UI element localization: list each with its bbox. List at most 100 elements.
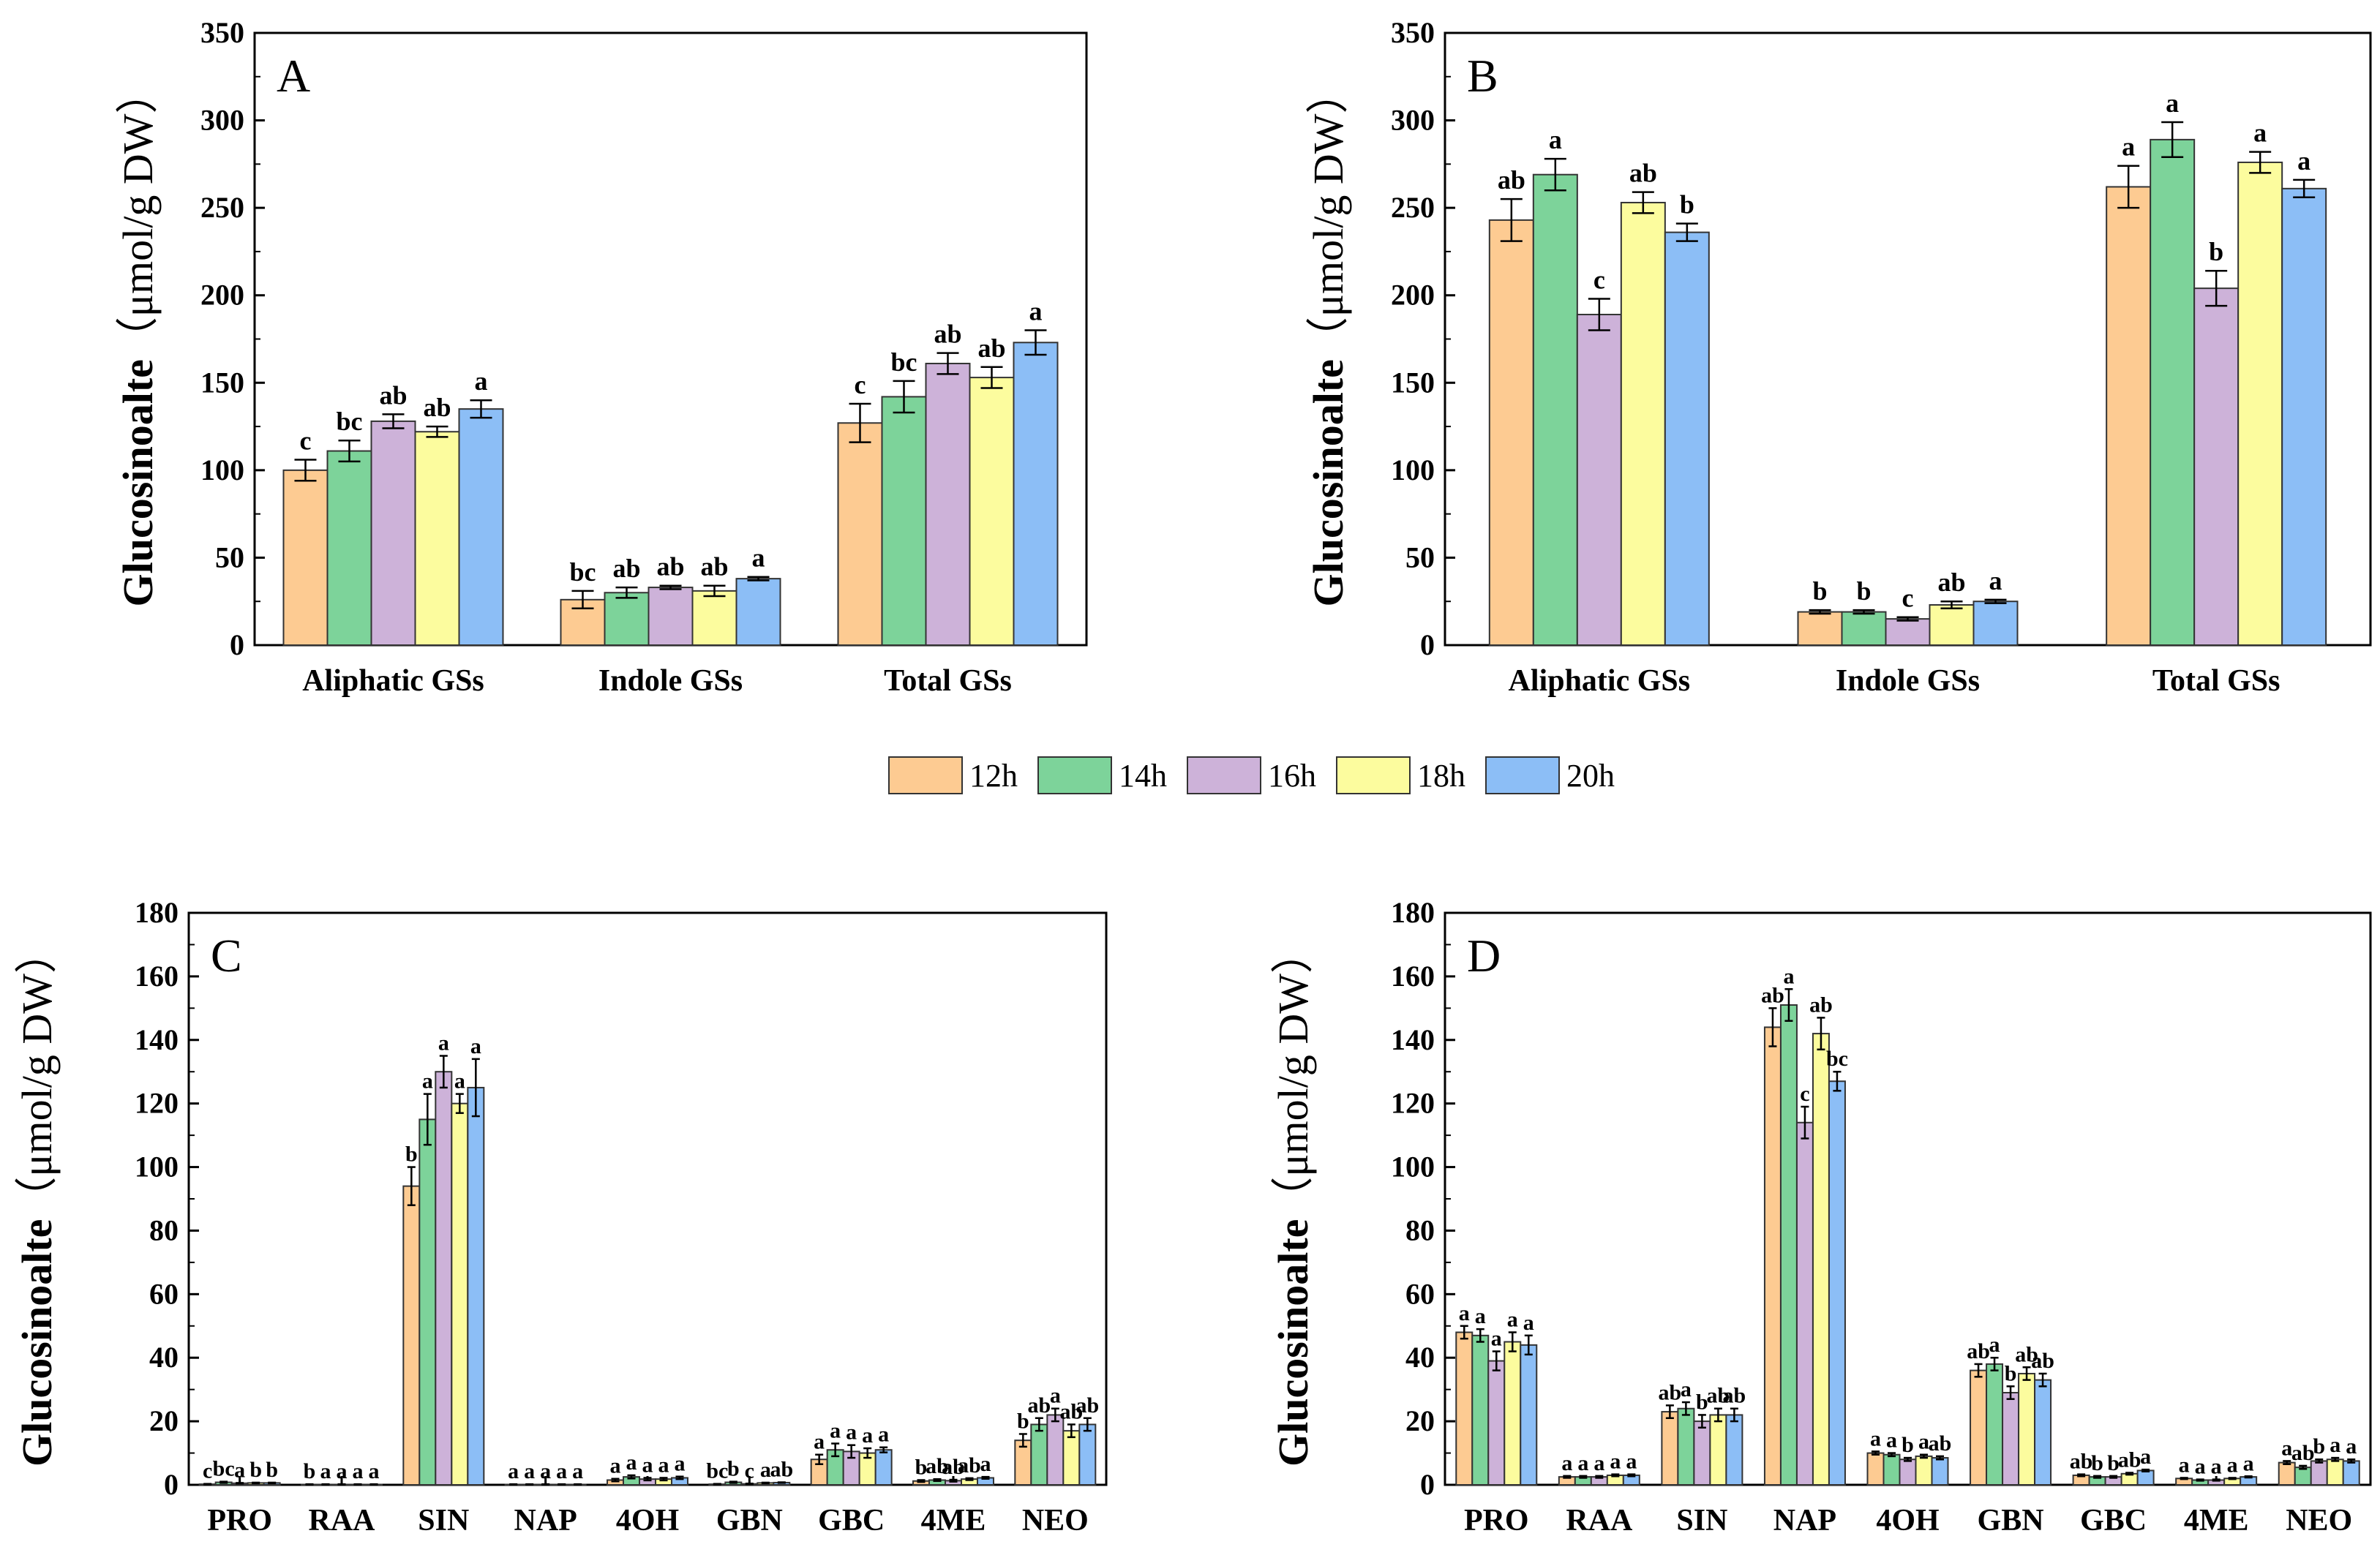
significance-letter: a	[878, 1423, 889, 1447]
legend-label: 12h	[969, 758, 1018, 794]
significance-letter: ab	[770, 1458, 793, 1482]
bar	[2310, 1460, 2328, 1486]
bar	[2150, 138, 2196, 646]
significance-letter: ab	[2015, 1342, 2038, 1366]
significance-letter: ab	[926, 1454, 949, 1478]
y-axis-label: Glucosinoalte（μmol/g DW）	[13, 931, 61, 1467]
significance-letter: ab	[1967, 1339, 1990, 1363]
y-tick-label: 100	[1391, 1151, 1435, 1183]
significance-letter: a	[2122, 132, 2135, 162]
y-tick-label: 160	[135, 960, 179, 993]
x-tick-label: NEO	[2286, 1504, 2352, 1537]
y-tick-label: 100	[135, 1151, 179, 1183]
y-tick-label: 60	[149, 1277, 179, 1310]
x-tick-label: 4OH	[1876, 1504, 1939, 1537]
legend-label: 20h	[1566, 758, 1615, 794]
y-tick-label: 100	[1391, 453, 1435, 486]
significance-letter: a	[475, 366, 488, 396]
significance-letter: ab	[1937, 568, 1965, 597]
significance-letter: a	[1561, 1451, 1572, 1475]
bar	[604, 592, 650, 646]
panel-letter: C	[211, 930, 242, 982]
y-tick-label: 140	[135, 1023, 179, 1056]
x-tick-label: GBN	[1978, 1504, 2044, 1537]
bar	[1795, 1121, 1814, 1486]
significance-letter: a	[438, 1031, 449, 1055]
x-tick-label: NAP	[514, 1504, 577, 1537]
bar	[1664, 231, 1710, 646]
bar	[735, 578, 781, 647]
significance-letter: ab	[1707, 1384, 1730, 1408]
significance-letter: b	[915, 1455, 928, 1479]
bar	[1471, 1334, 1490, 1486]
bar	[1062, 1430, 1081, 1486]
significance-letter: ab	[942, 1455, 965, 1479]
significance-letter: b	[266, 1458, 278, 1482]
bar	[1504, 1341, 1522, 1486]
y-tick-label: 0	[230, 628, 244, 661]
significance-letter: bc	[570, 557, 596, 587]
legend-swatch	[1336, 756, 1411, 794]
significance-letter: a	[1989, 566, 2002, 595]
y-axis-label-name: Glucosinoalte	[1305, 359, 1352, 606]
x-tick-label: Total GSs	[884, 664, 1012, 698]
significance-letter: a	[1459, 1301, 1470, 1325]
bar	[1046, 1414, 1065, 1486]
significance-letter: c	[1902, 584, 1914, 613]
x-tick-label: GBN	[716, 1504, 783, 1537]
y-axis-label-name: Glucosinoalte	[13, 1219, 61, 1467]
panel-a: 0 50 100 150 200 250 300 350 Glucosinoalte（μmol/…	[114, 16, 1088, 698]
y-tick-label: 140	[1391, 1023, 1435, 1056]
bar	[1929, 603, 1975, 646]
significance-letter: ab	[1075, 1393, 1099, 1418]
y-tick-label: 50	[1405, 541, 1435, 573]
bar	[1972, 601, 2019, 647]
significance-letter: ab	[934, 320, 961, 349]
significance-letter: b	[405, 1143, 418, 1167]
significance-letter: ab	[1059, 1399, 1083, 1423]
significance-letter: a	[1475, 1304, 1486, 1328]
x-tick-label: 4OH	[616, 1504, 679, 1537]
significance-letter: a	[1507, 1307, 1518, 1331]
significance-letter: a	[2211, 1455, 2222, 1479]
y-tick-label: 0	[164, 1468, 179, 1501]
bar	[1693, 1420, 1711, 1486]
bar	[1488, 219, 1534, 646]
significance-letter: a	[2195, 1455, 2206, 1479]
significance-letter: ab	[1761, 983, 1784, 1007]
y-axis-label: Glucosinoalte（μmol/g DW）	[1305, 72, 1352, 607]
y-tick-label: 0	[1420, 628, 1435, 661]
x-tick-label: Total GSs	[2152, 664, 2280, 698]
significance-letter: ab	[1498, 165, 1525, 195]
x-tick-label: RAA	[1566, 1504, 1633, 1537]
significance-letter: c	[300, 426, 312, 456]
y-tick-label: 0	[1420, 1468, 1435, 1501]
bar	[1841, 611, 1887, 647]
significance-letter: a	[422, 1069, 433, 1094]
y-axis-label-unit: （μmol/g DW）	[13, 931, 61, 1219]
significance-letter: b	[2313, 1434, 2325, 1458]
y-axis-label-name: Glucosinoalte	[1269, 1219, 1317, 1467]
y-tick-label: 40	[1405, 1341, 1435, 1374]
bar	[2237, 161, 2283, 647]
x-tick-label: NEO	[1022, 1504, 1089, 1537]
significance-letter: ab	[656, 552, 684, 581]
significance-letter: a	[369, 1459, 380, 1483]
significance-letter: ab	[379, 380, 407, 410]
significance-letter: b	[1696, 1390, 1708, 1414]
bar	[435, 1071, 453, 1486]
significance-letter: a	[610, 1454, 621, 1478]
significance-letter: c	[745, 1458, 754, 1483]
significance-letter: c	[1800, 1082, 1809, 1106]
y-tick-label: 160	[1391, 960, 1435, 993]
significance-letter: a	[337, 1459, 348, 1483]
bar	[1677, 1407, 1695, 1486]
significance-letter: ab	[612, 554, 640, 583]
y-tick-label: 250	[200, 191, 244, 224]
plot-frame	[187, 911, 1108, 1486]
bar	[1812, 1033, 1830, 1486]
significance-letter: bc	[891, 347, 917, 377]
significance-letter: a	[508, 1459, 519, 1483]
significance-letter: a	[572, 1459, 583, 1483]
y-tick-label: 120	[1391, 1087, 1435, 1120]
